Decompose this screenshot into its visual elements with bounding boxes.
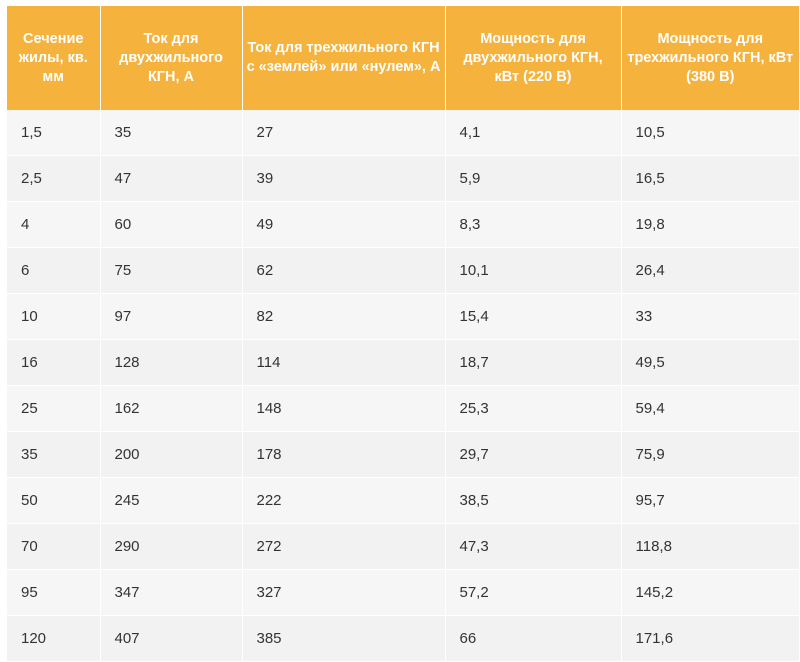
header-current-two-core: Ток для двухжильного КГН, А	[100, 6, 243, 110]
cell-power-two-core: 8,3	[445, 201, 622, 248]
cell-current-three-core: 327	[242, 569, 446, 616]
table-row: 50 245 222 38,5 95,7	[7, 477, 799, 524]
table-row: 6 75 62 10,1 26,4	[7, 247, 799, 294]
table-row: 10 97 82 15,4 33	[7, 293, 799, 340]
cell-power-three-core: 171,6	[621, 615, 799, 662]
cell-power-two-core: 5,9	[445, 155, 622, 202]
table-row: 70 290 272 47,3 118,8	[7, 523, 799, 570]
cell-current-three-core: 49	[242, 201, 446, 248]
cell-current-three-core: 82	[242, 293, 446, 340]
cable-table: Сечение жилы, кв. мм Ток для двухжильног…	[7, 6, 799, 662]
table-row: 1,5 35 27 4,1 10,5	[7, 110, 799, 156]
cell-current-three-core: 39	[242, 155, 446, 202]
table-body: 1,5 35 27 4,1 10,5 2,5 47 39 5,9 16,5 4 60 49 8,3 19,8…	[7, 110, 799, 662]
cell-power-three-core: 26,4	[621, 247, 799, 294]
cell-power-three-core: 10,5	[621, 110, 799, 156]
cell-cross-section: 70	[7, 523, 101, 570]
cell-current-three-core: 114	[242, 339, 446, 386]
cell-current-two-core: 128	[100, 339, 243, 386]
cell-current-two-core: 47	[100, 155, 243, 202]
cell-current-two-core: 60	[100, 201, 243, 248]
header-row: Сечение жилы, кв. мм Ток для двухжильног…	[7, 6, 799, 110]
cell-cross-section: 1,5	[7, 110, 101, 156]
cell-cross-section: 4	[7, 201, 101, 248]
header-current-three-core: Ток для трехжильного КГН с «землей» или …	[242, 6, 446, 110]
cell-power-two-core: 18,7	[445, 339, 622, 386]
cell-power-three-core: 16,5	[621, 155, 799, 202]
table-row: 120 407 385 66 171,6	[7, 615, 799, 662]
cell-power-three-core: 95,7	[621, 477, 799, 524]
cell-cross-section: 95	[7, 569, 101, 616]
cell-power-three-core: 145,2	[621, 569, 799, 616]
cell-current-three-core: 178	[242, 431, 446, 478]
cell-power-three-core: 59,4	[621, 385, 799, 432]
table-row: 25 162 148 25,3 59,4	[7, 385, 799, 432]
cell-cross-section: 16	[7, 339, 101, 386]
cell-current-two-core: 290	[100, 523, 243, 570]
cell-power-three-core: 33	[621, 293, 799, 340]
header-power-three-core: Мощность для трехжильного КГН, кВт (380 …	[621, 6, 799, 110]
cell-cross-section: 2,5	[7, 155, 101, 202]
cell-current-two-core: 200	[100, 431, 243, 478]
cell-current-two-core: 245	[100, 477, 243, 524]
cell-cross-section: 6	[7, 247, 101, 294]
cell-power-two-core: 29,7	[445, 431, 622, 478]
cell-power-two-core: 66	[445, 615, 622, 662]
cell-current-three-core: 148	[242, 385, 446, 432]
header-cross-section: Сечение жилы, кв. мм	[7, 6, 101, 110]
table-header: Сечение жилы, кв. мм Ток для двухжильног…	[7, 6, 799, 110]
cell-current-three-core: 272	[242, 523, 446, 570]
cell-power-three-core: 49,5	[621, 339, 799, 386]
cell-current-three-core: 385	[242, 615, 446, 662]
cell-power-three-core: 19,8	[621, 201, 799, 248]
cell-power-two-core: 47,3	[445, 523, 622, 570]
cell-power-two-core: 15,4	[445, 293, 622, 340]
table-row: 35 200 178 29,7 75,9	[7, 431, 799, 478]
cell-power-two-core: 4,1	[445, 110, 622, 156]
cell-cross-section: 50	[7, 477, 101, 524]
cell-power-two-core: 25,3	[445, 385, 622, 432]
cell-current-two-core: 347	[100, 569, 243, 616]
cell-current-two-core: 75	[100, 247, 243, 294]
cell-cross-section: 35	[7, 431, 101, 478]
cell-current-two-core: 97	[100, 293, 243, 340]
cell-current-three-core: 62	[242, 247, 446, 294]
cell-current-three-core: 27	[242, 110, 446, 156]
cell-cross-section: 25	[7, 385, 101, 432]
cell-current-two-core: 162	[100, 385, 243, 432]
cell-cross-section: 120	[7, 615, 101, 662]
cell-power-three-core: 75,9	[621, 431, 799, 478]
cell-current-two-core: 35	[100, 110, 243, 156]
cell-cross-section: 10	[7, 293, 101, 340]
header-power-two-core: Мощность для двухжильного КГН, кВт (220 …	[445, 6, 622, 110]
table-row: 4 60 49 8,3 19,8	[7, 201, 799, 248]
cell-power-two-core: 38,5	[445, 477, 622, 524]
cell-power-three-core: 118,8	[621, 523, 799, 570]
cell-current-three-core: 222	[242, 477, 446, 524]
table-row: 16 128 114 18,7 49,5	[7, 339, 799, 386]
cell-power-two-core: 10,1	[445, 247, 622, 294]
table-row: 2,5 47 39 5,9 16,5	[7, 155, 799, 202]
cell-current-two-core: 407	[100, 615, 243, 662]
cell-power-two-core: 57,2	[445, 569, 622, 616]
table-row: 95 347 327 57,2 145,2	[7, 569, 799, 616]
